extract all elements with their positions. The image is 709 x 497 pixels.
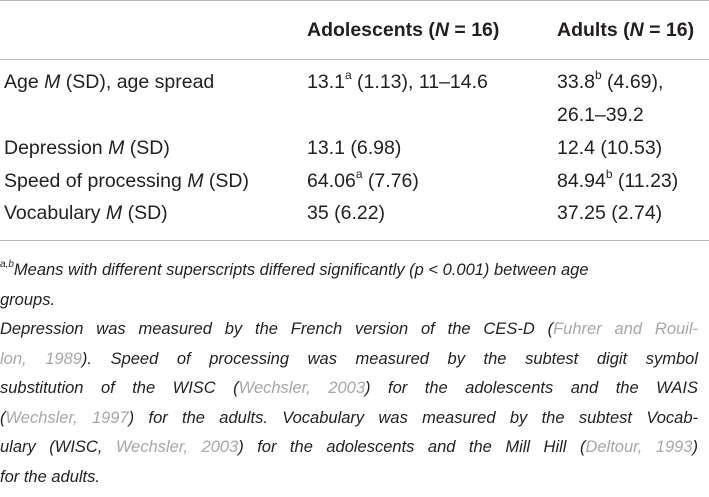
row-label-vocabulary: Vocabulary M (SD)	[4, 202, 168, 224]
row-label-speed: Speed of processing M (SD)	[4, 170, 249, 192]
citation-wechsler-2003[interactable]: Wechsler, 2003	[238, 379, 366, 397]
cell-vocabulary-adults: 37.25 (2.74)	[557, 202, 663, 224]
cell-age-adults-spread: 26.1–39.2	[557, 104, 644, 126]
header-adolescents: Adolescents (N = 16)	[307, 19, 500, 41]
footnote-significance: a,bMeans with different superscripts dif…	[0, 258, 589, 279]
cell-vocabulary-adolescents: 35 (6.22)	[307, 202, 386, 224]
footnote-measures-line4: (Wechsler, 1997) for the adults. Vocabul…	[0, 408, 698, 427]
cell-speed-adolescents: 64.06a (7.76)	[307, 166, 419, 193]
table-top-rule	[0, 0, 709, 1]
footnote-measures-line3: substitution of the WISC (Wechsler, 2003…	[0, 379, 698, 397]
row-label-age: Age M (SD), age spread	[4, 71, 215, 93]
footnote-measures-line2: lon, 1989). Speed of processing was meas…	[0, 349, 698, 368]
footnote-significance-cont: groups.	[0, 290, 56, 309]
footnote-measures-line5: ulary (WISC, Wechsler, 2003) for the ado…	[0, 438, 698, 456]
table-bottom-rule	[0, 240, 709, 241]
table-footnotes: a,bMeans with different superscripts dif…	[0, 256, 700, 492]
footnote-measures-line1: Depression was measured by the French ve…	[0, 320, 699, 338]
citation-wechsler-2003-b[interactable]: Wechsler, 2003	[115, 438, 239, 456]
row-label-depression: Depression M (SD)	[4, 137, 170, 159]
citation-fuhrer[interactable]: Fuhrer and Rouil-	[553, 320, 699, 338]
citation-fuhrer-cont[interactable]: lon, 1989	[0, 349, 82, 368]
citation-deltour[interactable]: Deltour, 1993	[585, 438, 693, 456]
cell-age-adolescents: 13.1a (1.13), 11–14.6	[307, 67, 488, 94]
cell-age-adults: 33.8b (4.69),	[557, 67, 664, 94]
citation-wechsler-1997[interactable]: Wechsler, 1997	[5, 408, 129, 427]
cell-speed-adults: 84.94b (11.23)	[557, 166, 679, 193]
header-rule	[0, 59, 709, 60]
header-adults: Adults (N = 16)	[557, 19, 695, 41]
footnote-measures-line6: for the adults.	[0, 467, 100, 486]
cell-depression-adults: 12.4 (10.53)	[557, 137, 663, 159]
cell-depression-adolescents: 13.1 (6.98)	[307, 137, 402, 159]
